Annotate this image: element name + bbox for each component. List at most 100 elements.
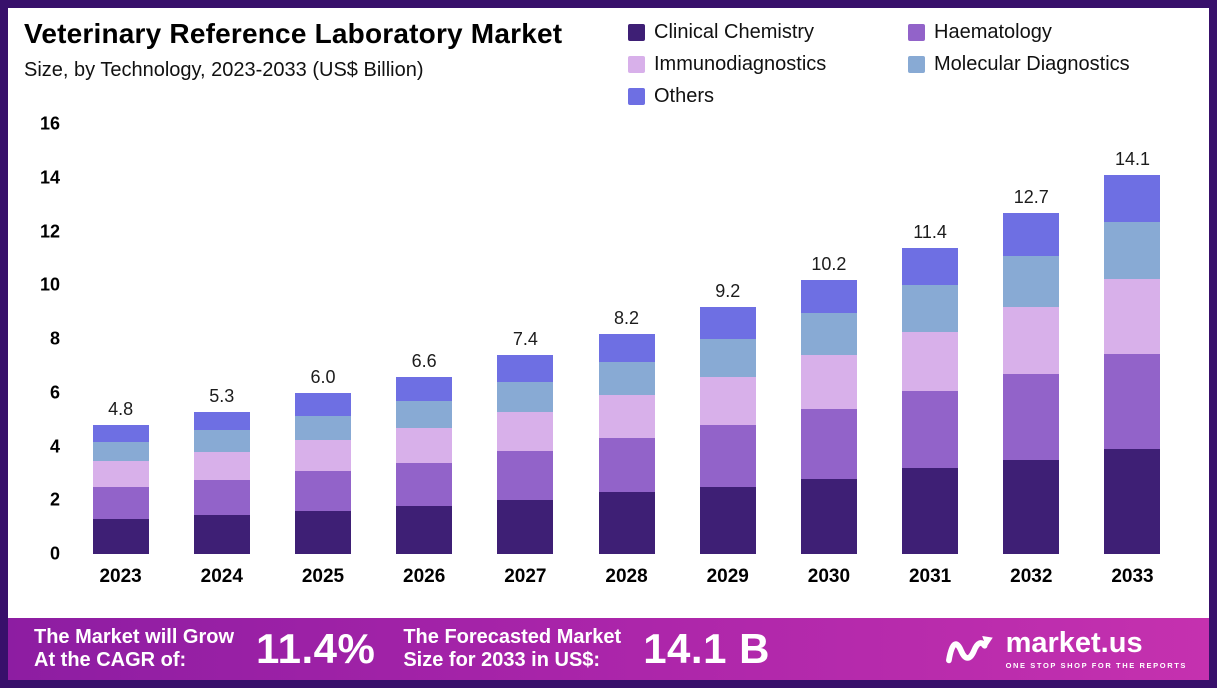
legend-label: Haematology — [934, 21, 1052, 43]
bar-total-label: 5.3 — [209, 385, 235, 406]
bar-segment-immunodiagnostics — [193, 451, 250, 481]
bar-segment-immunodiagnostics — [902, 332, 959, 392]
bar-segment-haematology — [92, 486, 149, 520]
stacked-bar — [699, 306, 756, 554]
title-block: Veterinary Reference Laboratory Market S… — [24, 18, 562, 108]
bar-segment-immunodiagnostics — [396, 427, 453, 463]
legend-label: Clinical Chemistry — [654, 21, 815, 43]
bar-segment-others — [193, 411, 250, 431]
bar-segment-molecular-diagnostics — [699, 339, 756, 377]
y-tick-label: 0 — [49, 543, 60, 564]
bar-segment-molecular-diagnostics — [396, 400, 453, 428]
x-tick-label: 2030 — [807, 566, 851, 587]
bar-segment-others — [800, 279, 857, 314]
bar-column: 5.3 — [171, 124, 272, 554]
bar-segment-clinical-chemistry — [598, 492, 655, 554]
bar-total-label: 12.7 — [1013, 186, 1049, 207]
y-tick-label: 16 — [39, 113, 60, 134]
bar-segment-haematology — [294, 470, 351, 511]
y-tick-label: 14 — [39, 167, 60, 188]
bar-column: 7.4 — [475, 124, 576, 554]
stacked-bar — [497, 355, 554, 554]
x-tick-label: 2023 — [99, 566, 142, 587]
bar-segment-molecular-diagnostics — [598, 361, 655, 396]
brand-name: market.us — [1005, 626, 1143, 659]
y-tick-label: 12 — [39, 221, 60, 241]
legend-swatch — [628, 24, 645, 41]
bar-total-label: 14.1 — [1114, 149, 1150, 170]
bar-segment-others — [902, 247, 959, 286]
bar-segment-immunodiagnostics — [1003, 306, 1060, 374]
bar-segment-others — [1104, 175, 1161, 223]
bar-total-label: 9.2 — [715, 280, 741, 301]
bar-segment-others — [294, 392, 351, 416]
bar-column: 11.4 — [880, 124, 981, 554]
x-tick-label: 2031 — [908, 566, 952, 587]
stacked-bar — [193, 411, 250, 554]
x-tick-label: 2026 — [403, 566, 446, 587]
bar-total-label: 6.0 — [310, 366, 336, 387]
bar-segment-others — [92, 425, 149, 443]
bar-column: 10.2 — [778, 124, 879, 554]
x-axis: 2023 2024 2025 2026 2027 2028 2029 2030 2031 2032… — [70, 566, 1183, 588]
cagr-label: The Market will Grow At the CAGR of: — [34, 626, 235, 671]
x-tick-label: 2029 — [706, 566, 749, 587]
page-title: Veterinary Reference Laboratory Market — [24, 18, 563, 49]
x-tick-label: 2024 — [200, 566, 243, 587]
legend-label: Immunodiagnostics — [654, 53, 827, 75]
brand-tagline: ONE STOP SHOP FOR THE REPORTS — [1005, 660, 1187, 670]
bar-segment-clinical-chemistry — [1104, 449, 1161, 554]
bar-segment-haematology — [902, 391, 959, 468]
bar-segment-immunodiagnostics — [294, 439, 351, 471]
y-tick-label: 2 — [49, 489, 60, 510]
x-tick-label: 2033 — [1111, 566, 1154, 587]
bar-segment-molecular-diagnostics — [193, 430, 250, 452]
y-tick-label: 10 — [39, 274, 60, 295]
bar-segment-immunodiagnostics — [699, 376, 756, 425]
bar-segment-immunodiagnostics — [497, 411, 554, 451]
bar-total-label: 4.8 — [108, 399, 134, 419]
bar-segment-immunodiagnostics — [598, 395, 655, 439]
bars-row: 4.8 5.3 6.0 6.6 7.4 8.2 9.2 10.2 11.4 12.7 14.1 — [70, 124, 1183, 554]
bar-segment-molecular-diagnostics — [497, 382, 554, 412]
bar-total-label: 11.4 — [913, 221, 947, 242]
bar-total-label: 10.2 — [811, 253, 847, 274]
bar-column: 9.2 — [677, 124, 778, 554]
legend-swatch — [908, 56, 925, 73]
bar-segment-immunodiagnostics — [800, 355, 857, 409]
bar-column: 6.6 — [374, 124, 475, 554]
legend-item: Immunodiagnostics — [628, 53, 908, 76]
bar-segment-haematology — [598, 438, 655, 493]
legend-swatch — [628, 88, 645, 105]
chart: 0 2 4 6 8 10 12 14 16 4.8 5.3 6.0 6.6 7.4 8.2 9.2 10.2 1… — [8, 114, 1209, 588]
bar-segment-haematology — [1003, 373, 1060, 460]
y-tick-label: 6 — [49, 382, 60, 403]
brand-block: market.us ONE STOP SHOP FOR THE REPORTS — [1005, 626, 1187, 670]
cagr-value: 11.4% — [256, 625, 376, 672]
bar-column: 14.1 — [1082, 124, 1183, 554]
bar-segment-clinical-chemistry — [497, 500, 554, 554]
bar-segment-others — [396, 376, 453, 401]
bar-segment-others — [598, 333, 655, 362]
bar-segment-clinical-chemistry — [902, 468, 959, 554]
bar-segment-clinical-chemistry — [800, 478, 857, 554]
bar-column: 8.2 — [576, 124, 677, 554]
bar-segment-clinical-chemistry — [396, 505, 453, 554]
stacked-bar — [1003, 212, 1060, 554]
bar-segment-clinical-chemistry — [92, 519, 149, 554]
bar-segment-others — [1003, 212, 1060, 256]
x-tick-label: 2028 — [605, 566, 648, 587]
bar-segment-haematology — [1104, 353, 1161, 450]
x-tick-label: 2032 — [1010, 566, 1053, 587]
bar-segment-clinical-chemistry — [1003, 459, 1060, 554]
y-axis: 0 2 4 6 8 10 12 14 16 — [18, 114, 70, 564]
bar-segment-clinical-chemistry — [294, 511, 351, 554]
bar-segment-clinical-chemistry — [699, 486, 756, 554]
bar-segment-others — [497, 355, 554, 382]
stacked-bar — [598, 333, 655, 554]
market-us-logo: market.us ONE STOP SHOP FOR THE REPORTS — [944, 626, 1187, 670]
stacked-bar — [92, 425, 149, 554]
header: Veterinary Reference Laboratory Market S… — [8, 8, 1209, 108]
bar-column: 12.7 — [981, 124, 1082, 554]
